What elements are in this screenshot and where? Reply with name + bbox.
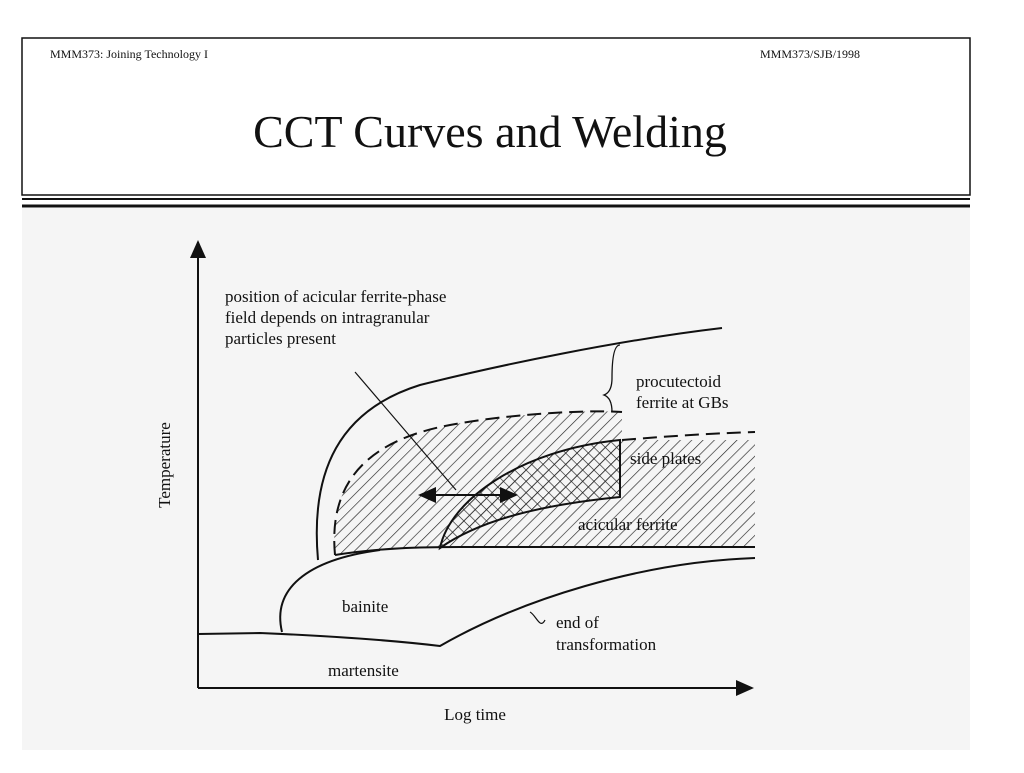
acicular-field bbox=[438, 438, 621, 551]
pointer bbox=[529, 611, 546, 624]
region-label: ferrite at GBs bbox=[636, 393, 729, 412]
region-label: acicular ferrite bbox=[578, 515, 678, 534]
pointer bbox=[354, 371, 457, 491]
bainite-start bbox=[279, 549, 381, 633]
header-left: MMM373: Joining Technology I bbox=[50, 47, 208, 61]
region-label: side plates bbox=[630, 449, 701, 468]
header-box bbox=[21, 37, 971, 196]
annotation: field depends on intragranular bbox=[225, 308, 430, 327]
slide-title: CCT Curves and Welding bbox=[253, 106, 727, 157]
region-label: transformation bbox=[556, 635, 657, 654]
region-label: procutectoid bbox=[636, 372, 721, 391]
side-plate-curve bbox=[333, 410, 623, 556]
region-label: martensite bbox=[328, 661, 399, 680]
cct-diagram bbox=[190, 240, 756, 696]
annotation: particles present bbox=[225, 329, 336, 348]
bracket bbox=[602, 344, 621, 413]
x-axis-label: Log time bbox=[444, 705, 506, 724]
ferrite-start-curve bbox=[315, 327, 723, 561]
bainite-start-upper bbox=[334, 546, 755, 556]
end-curve bbox=[197, 557, 756, 648]
region-label: end of bbox=[556, 613, 599, 632]
y-axis-label: Temperature bbox=[155, 422, 174, 508]
annotation: position of acicular ferrite-phase bbox=[225, 287, 446, 306]
region-label: bainite bbox=[342, 597, 388, 616]
header-right: MMM373/SJB/1998 bbox=[760, 47, 860, 61]
side-plate-curve bbox=[621, 431, 756, 441]
